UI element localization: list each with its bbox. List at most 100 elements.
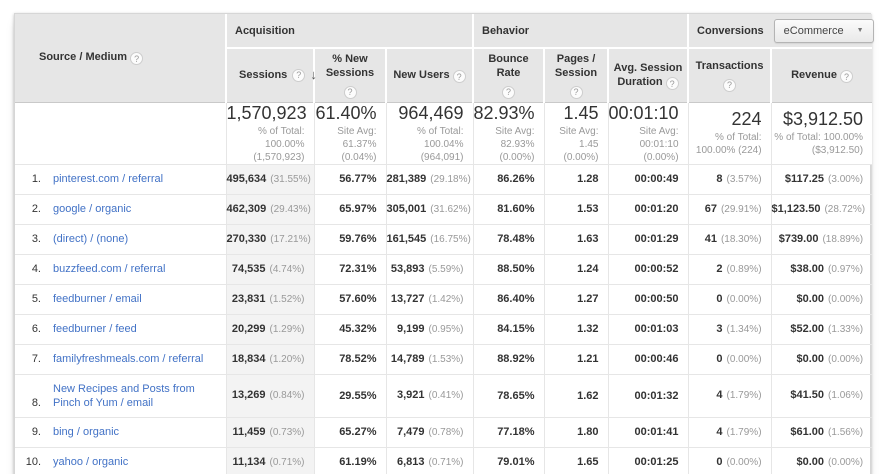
new-users-column-header[interactable]: New Users ? [386, 48, 474, 103]
sessions-cell: 74,535 (4.74%) [226, 254, 315, 285]
sessions-cell: 462,309 (29.43%) [226, 194, 315, 225]
sessions-label: Sessions [239, 69, 288, 82]
help-icon[interactable]: ? [840, 70, 853, 83]
source-medium-column-header[interactable]: Source / Medium ? [15, 14, 227, 103]
source-medium-link[interactable]: New Recipes and Posts from Pinch of Yum … [53, 382, 195, 409]
bounce-rate-cell: 78.48% [473, 224, 545, 255]
avg-duration-cell: 00:01:32 [608, 374, 689, 418]
source-medium-cell: 3. (direct) / (none) [15, 224, 227, 255]
summary-sessions: 1,570,923 % of Total: 100.00% (1,570,923… [226, 102, 315, 165]
transactions-cell: 2 (0.89%) [688, 254, 772, 285]
revenue-cell: $0.00 (0.00%) [771, 447, 873, 474]
pct-new-sessions-column-header[interactable]: % New Sessions ? [314, 48, 387, 103]
avg-session-duration-column-header[interactable]: Avg. Session Duration ? [608, 48, 690, 103]
sessions-cell: 23,831 (1.52%) [226, 284, 315, 315]
pct-new-sessions-cell: 78.52% [314, 344, 387, 375]
source-medium-link[interactable]: yahoo / organic [53, 456, 129, 468]
pct-new-sessions-cell: 56.77% [314, 164, 387, 195]
source-medium-cell: 9. bing / organic [15, 417, 227, 448]
source-medium-link[interactable]: pinterest.com / referral [53, 173, 164, 185]
avg-duration-cell: 00:01:20 [608, 194, 689, 225]
revenue-label: Revenue [791, 68, 837, 81]
sessions-cell: 18,834 (1.20%) [226, 344, 315, 375]
table-row: 9. bing / organic 11,459 (0.73%) 65.27% 7,… [15, 417, 873, 448]
revenue-cell: $117.25 (3.00%) [771, 164, 873, 195]
avg-duration-cell: 00:01:41 [608, 417, 689, 448]
new-users-cell: 14,789 (1.53%) [386, 344, 474, 375]
behavior-label: Behavior [482, 24, 530, 37]
sessions-cell: 20,299 (1.29%) [226, 314, 315, 345]
source-medium-label: Source / Medium [39, 50, 128, 63]
pct-new-sessions-cell: 61.19% [314, 447, 387, 474]
help-icon[interactable]: ? [723, 78, 737, 92]
pages-session-cell: 1.21 [544, 344, 609, 375]
new-users-cell: 13,727 (1.42%) [386, 284, 474, 315]
source-medium-link[interactable]: feedburner / email [53, 293, 142, 305]
conversions-group-header: Conversions eCommerce ▼ [688, 14, 874, 49]
pct-new-sessions-cell: 72.31% [314, 254, 387, 285]
help-icon[interactable]: ? [502, 85, 515, 99]
pages-session-cell: 1.28 [544, 164, 609, 195]
row-rank: 2. [31, 203, 41, 215]
source-medium-link[interactable]: bing / organic [53, 426, 120, 438]
new-users-label: New Users [393, 68, 450, 81]
revenue-cell: $739.00 (18.89%) [771, 224, 873, 255]
avg-duration-cell: 00:00:49 [608, 164, 689, 195]
bounce-rate-label: Bounce Rate [488, 53, 529, 79]
source-medium-link[interactable]: feedburner / feed [53, 323, 137, 335]
row-rank: 9. [31, 426, 41, 438]
bounce-rate-cell: 86.40% [473, 284, 545, 315]
bounce-rate-cell: 88.50% [473, 254, 545, 285]
summary-avg-duration: 00:01:10 Site Avg: 00:01:10 (0.00%) [608, 102, 689, 165]
pages-session-cell: 1.24 [544, 254, 609, 285]
transactions-cell: 4 (1.79%) [688, 417, 772, 448]
help-icon[interactable]: ? [130, 52, 144, 65]
new-users-cell: 305,001 (31.62%) [386, 194, 474, 225]
bounce-rate-cell: 78.65% [473, 374, 545, 418]
revenue-column-header[interactable]: Revenue ? [771, 48, 873, 103]
pct-new-sessions-cell: 57.60% [314, 284, 387, 315]
pages-session-column-header[interactable]: Pages / Session ? [544, 48, 609, 103]
bounce-rate-column-header[interactable]: Bounce Rate ? [473, 48, 545, 103]
source-medium-link[interactable]: google / organic [53, 203, 132, 215]
new-users-cell: 6,813 (0.71%) [386, 447, 474, 474]
caret-down-icon: ▼ [856, 27, 864, 34]
sessions-column-header[interactable]: Sessions ? ↓ [226, 48, 317, 103]
table-row: 3. (direct) / (none) 270,330 (17.21%) 59.7… [15, 224, 873, 255]
new-users-cell: 281,389 (29.18%) [386, 164, 474, 195]
help-icon[interactable]: ? [569, 85, 583, 99]
transactions-cell: 8 (3.57%) [688, 164, 772, 195]
row-rank: 5. [31, 293, 41, 305]
help-icon[interactable]: ? [452, 70, 466, 83]
source-medium-link[interactable]: (direct) / (none) [53, 233, 129, 245]
table-row: 6. feedburner / feed 20,299 (1.29%) 45.32%… [15, 314, 873, 345]
bounce-rate-cell: 86.26% [473, 164, 545, 195]
sessions-cell: 270,330 (17.21%) [226, 224, 315, 255]
transactions-column-header[interactable]: Transactions ? [688, 48, 773, 103]
transactions-cell: 67 (29.91%) [688, 194, 772, 225]
source-medium-cell: 5. feedburner / email [15, 284, 227, 315]
row-rank: 3. [31, 233, 41, 245]
help-icon[interactable]: ? [292, 68, 306, 82]
acquisition-group-header: Acquisition [226, 14, 474, 49]
conversions-label: Conversions [697, 24, 764, 37]
revenue-cell: $1,123.50 (28.72%) [771, 194, 873, 225]
source-medium-link[interactable]: buzzfeed.com / referral [53, 263, 166, 275]
acquisition-label: Acquisition [235, 24, 295, 37]
row-rank: 8. [31, 396, 41, 409]
help-icon[interactable]: ? [343, 85, 357, 99]
sessions-cell: 11,134 (0.71%) [226, 447, 315, 474]
table-row: 10. yahoo / organic 11,134 (0.71%) 61.19% … [15, 447, 873, 474]
transactions-cell: 0 (0.00%) [688, 284, 772, 315]
source-medium-cell: 10. yahoo / organic [15, 447, 227, 474]
analytics-report-table: Source / Medium ? Acquisition Behavior C… [14, 13, 874, 474]
help-icon[interactable]: ? [665, 77, 679, 90]
table-row: 5. feedburner / email 23,831 (1.52%) 57.60… [15, 284, 873, 315]
row-rank: 7. [31, 353, 41, 365]
ecommerce-dropdown[interactable]: eCommerce ▼ [773, 18, 874, 43]
source-medium-link[interactable]: familyfreshmeals.com / referral [53, 353, 204, 365]
sessions-cell: 11,459 (0.73%) [226, 417, 315, 448]
revenue-cell: $0.00 (0.00%) [771, 284, 873, 315]
row-rank: 10. [25, 456, 41, 468]
